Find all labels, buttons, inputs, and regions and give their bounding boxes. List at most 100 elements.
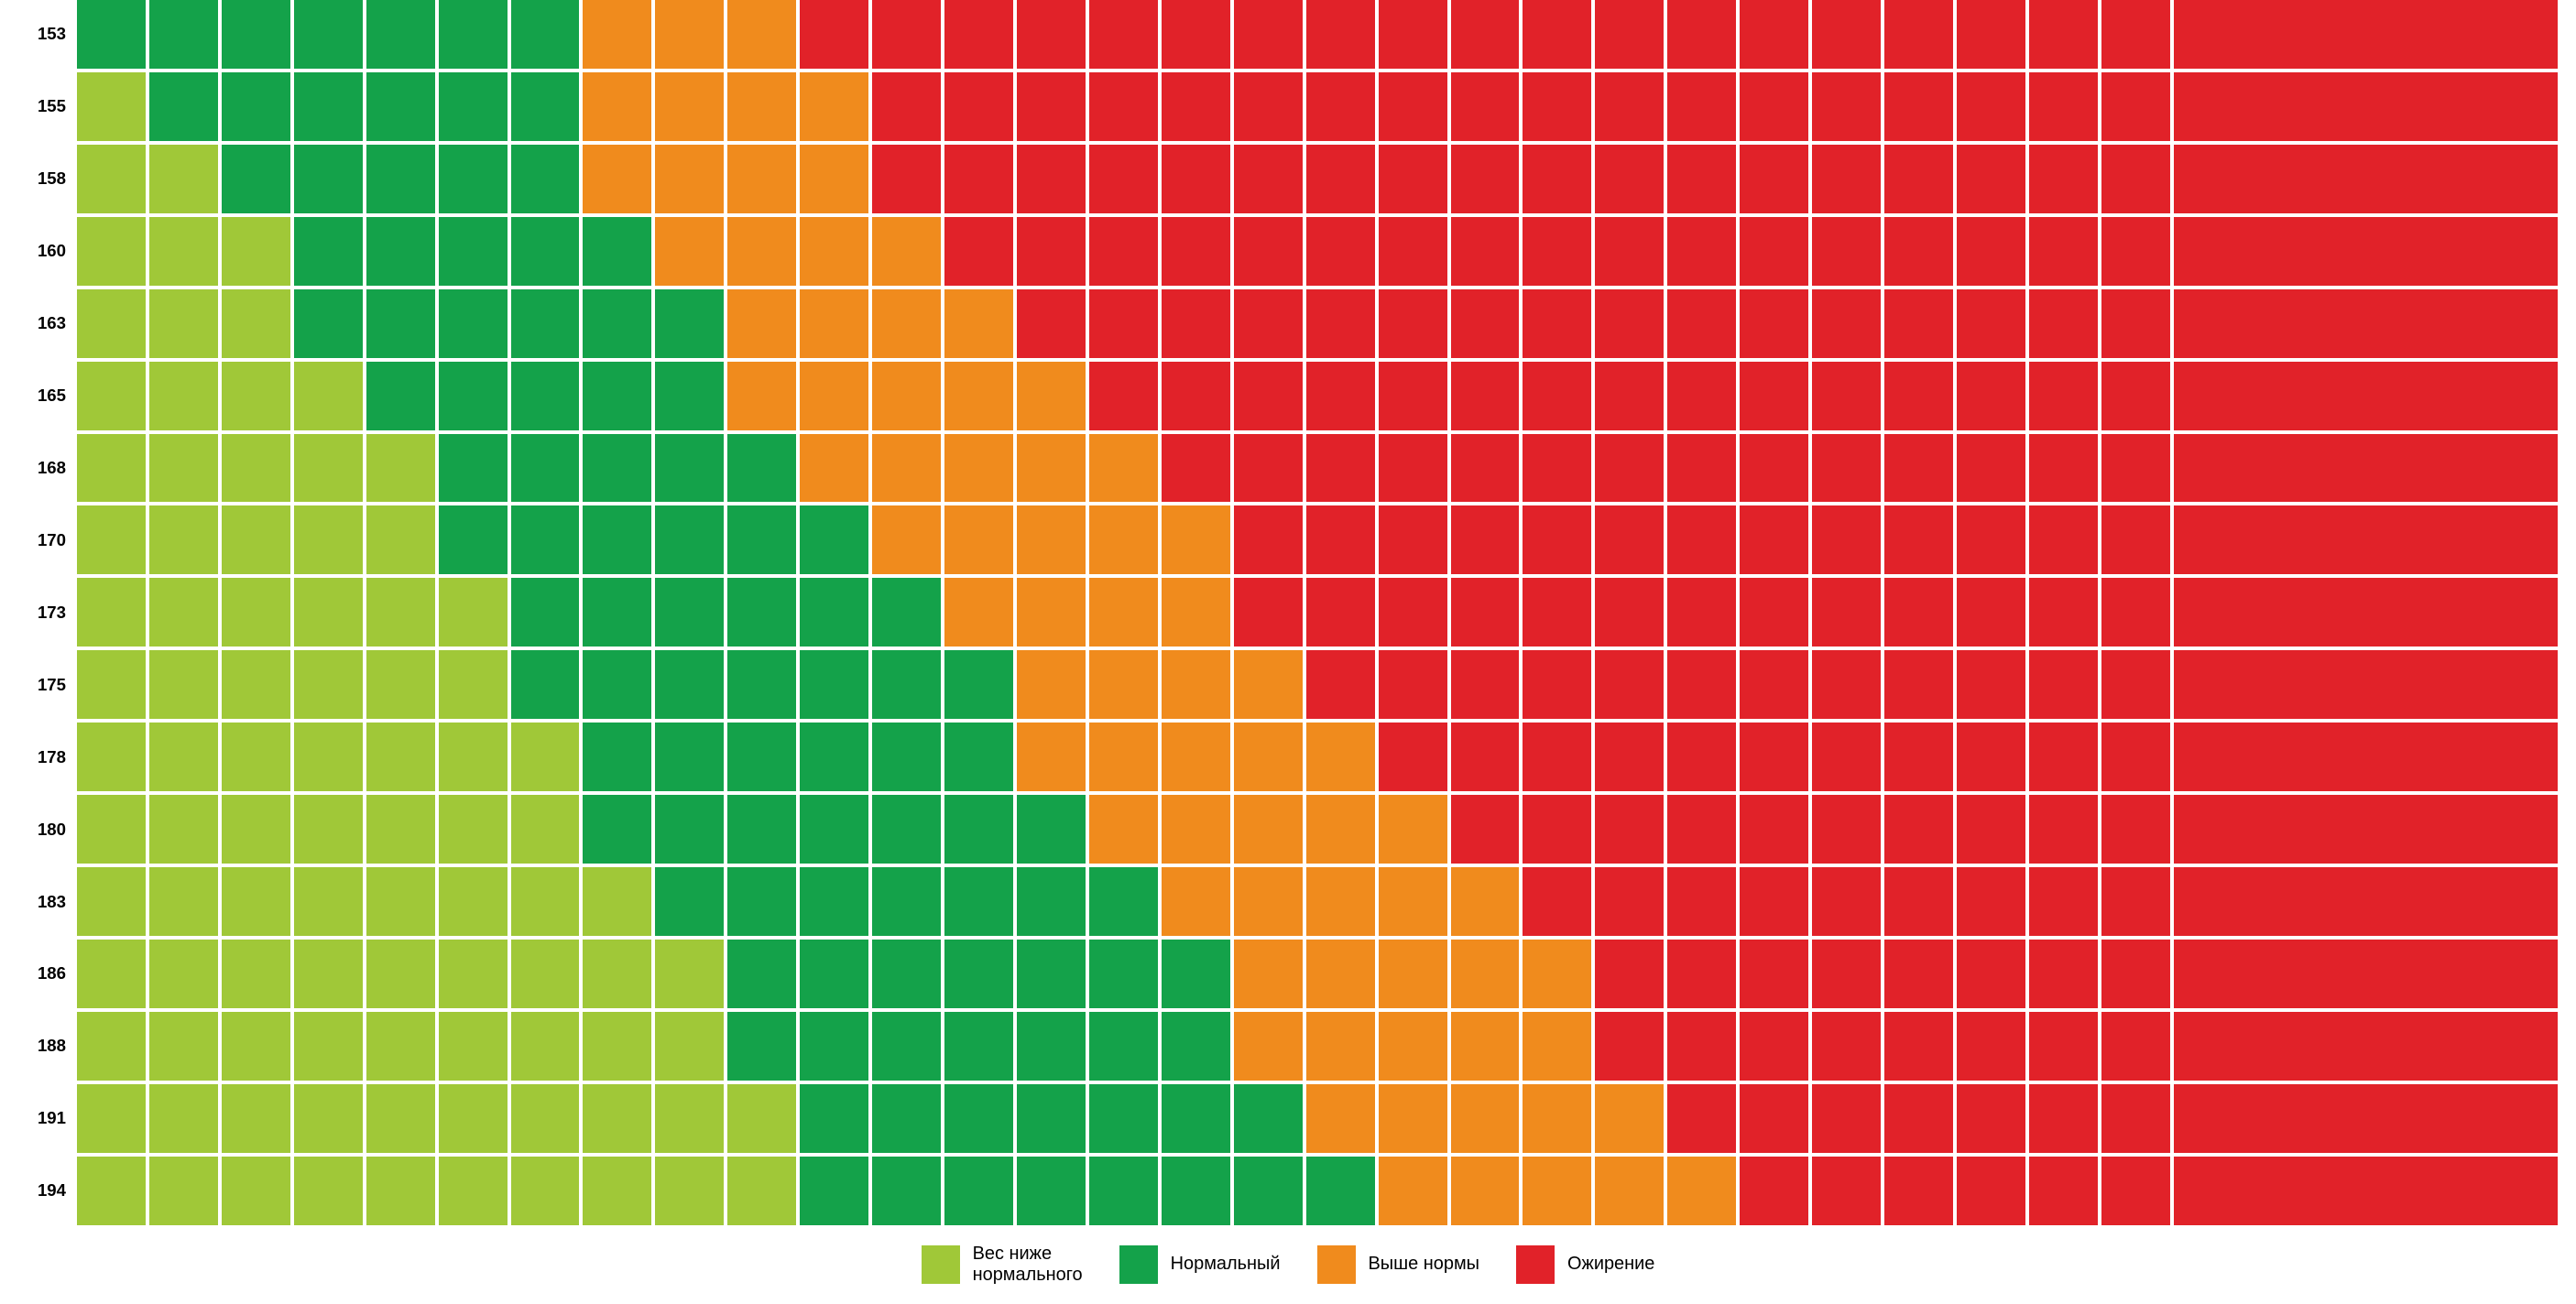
heatmap-cell <box>1523 72 1591 141</box>
heatmap-cell <box>655 795 724 864</box>
heatmap-cell <box>1089 940 1158 1008</box>
heatmap-cell <box>366 505 435 574</box>
heatmap-cell <box>2101 650 2170 719</box>
legend-item-normal: Нормальный <box>1119 1245 1281 1284</box>
heatmap-cell <box>366 723 435 791</box>
heatmap-cell <box>655 72 724 141</box>
heatmap-cell <box>1667 505 1736 574</box>
heatmap-cell <box>944 217 1013 286</box>
heatmap-cell <box>1884 217 1953 286</box>
heatmap-cell <box>1306 940 1375 1008</box>
heatmap-cell <box>77 1157 146 1225</box>
heatmap-cell <box>294 505 363 574</box>
heatmap-cell <box>1957 723 2025 791</box>
heatmap-cell <box>439 434 508 503</box>
heatmap-cell <box>1451 362 1520 430</box>
heatmap-cell <box>511 940 580 1008</box>
heatmap-cell <box>366 940 435 1008</box>
heatmap-cell <box>1523 434 1591 503</box>
heatmap-cell <box>944 867 1013 936</box>
heatmap-cell <box>1017 1157 1086 1225</box>
heatmap-cell <box>1595 289 1664 358</box>
heatmap-cell <box>727 795 796 864</box>
heatmap-cell <box>1017 0 1086 69</box>
heatmap-cell <box>1812 795 1881 864</box>
heatmap-cell <box>1884 650 1953 719</box>
heatmap-cell-wide <box>2174 1012 2558 1081</box>
heatmap-cell <box>149 145 218 213</box>
heatmap-cell <box>1234 650 1303 719</box>
heatmap-cell <box>149 289 218 358</box>
heatmap-cell <box>222 867 290 936</box>
heatmap-cell <box>511 217 580 286</box>
heatmap-cell <box>222 1157 290 1225</box>
heatmap-cell <box>944 940 1013 1008</box>
heatmap-cell-wide <box>2174 217 2558 286</box>
heatmap-cell <box>1162 362 1230 430</box>
heatmap-cell <box>1306 1012 1375 1081</box>
heatmap-cell <box>1523 1012 1591 1081</box>
heatmap-cell <box>1523 650 1591 719</box>
heatmap-cell <box>1740 578 1808 647</box>
heatmap-cell <box>77 650 146 719</box>
heatmap-cell <box>511 1084 580 1153</box>
heatmap-cell <box>2101 289 2170 358</box>
heatmap-cell <box>583 0 651 69</box>
heatmap-cell <box>1595 1012 1664 1081</box>
heatmap-cell <box>583 723 651 791</box>
heatmap-cell <box>149 578 218 647</box>
heatmap-cell <box>1740 505 1808 574</box>
heatmap-cell <box>944 650 1013 719</box>
heatmap-cell <box>294 1012 363 1081</box>
heatmap-cell <box>1523 0 1591 69</box>
heatmap-cell <box>366 0 435 69</box>
heatmap-cell <box>1162 650 1230 719</box>
heatmap-cell <box>1306 795 1375 864</box>
heatmap-cell <box>1523 867 1591 936</box>
heatmap-cell <box>1957 578 2025 647</box>
heatmap-cell <box>511 1012 580 1081</box>
heatmap-cell <box>2029 1157 2098 1225</box>
heatmap-cell <box>583 1157 651 1225</box>
heatmap-cell <box>1595 723 1664 791</box>
heatmap-cell <box>1884 289 1953 358</box>
heatmap-cell <box>1162 217 1230 286</box>
heatmap-cell <box>1017 1012 1086 1081</box>
heatmap-cell <box>872 217 941 286</box>
heatmap-cell <box>872 723 941 791</box>
legend-label: Вес ниже нормального <box>973 1244 1083 1286</box>
heatmap-cell <box>366 434 435 503</box>
heatmap-cell <box>294 723 363 791</box>
heatmap-cell <box>511 289 580 358</box>
heatmap-cell <box>1957 940 2025 1008</box>
heatmap-cell <box>1379 362 1447 430</box>
heatmap-cell <box>1595 434 1664 503</box>
heatmap-cell <box>800 723 868 791</box>
heatmap-cell-wide <box>2174 72 2558 141</box>
heatmap-cell <box>1306 723 1375 791</box>
heatmap-cell <box>1667 0 1736 69</box>
heatmap-cell <box>1523 505 1591 574</box>
heatmap-cell <box>1595 940 1664 1008</box>
heatmap-cell <box>439 867 508 936</box>
heatmap-cell <box>1740 1084 1808 1153</box>
heatmap-cell <box>944 289 1013 358</box>
heatmap-cell <box>1379 795 1447 864</box>
heatmap-cell <box>222 505 290 574</box>
heatmap-cell <box>727 940 796 1008</box>
heatmap-cell <box>2029 72 2098 141</box>
heatmap-cell <box>2101 1012 2170 1081</box>
heatmap-cell <box>583 940 651 1008</box>
heatmap-cell <box>1234 289 1303 358</box>
heatmap-cell <box>1740 1157 1808 1225</box>
row-label: 160 <box>18 217 73 286</box>
heatmap-cell <box>1089 1012 1158 1081</box>
heatmap-cell <box>2101 795 2170 864</box>
heatmap-cell <box>1523 795 1591 864</box>
heatmap-cell <box>77 940 146 1008</box>
heatmap-cell <box>1595 650 1664 719</box>
heatmap-cell-wide <box>2174 505 2558 574</box>
heatmap-cell <box>655 434 724 503</box>
heatmap-cell <box>1667 940 1736 1008</box>
heatmap-cell <box>2101 1157 2170 1225</box>
